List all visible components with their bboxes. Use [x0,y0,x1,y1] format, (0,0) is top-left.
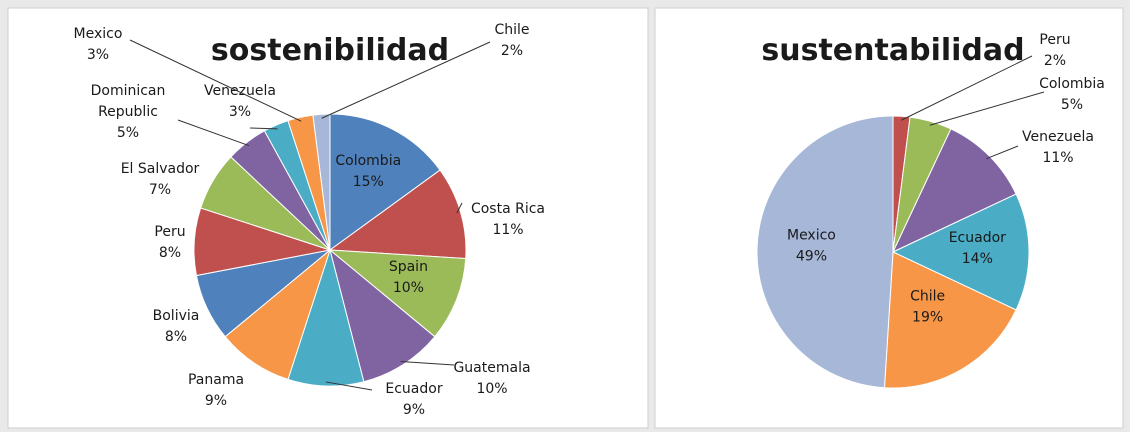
leader-line-ecuador [325,381,373,391]
leader-line-chile [321,41,491,119]
pie-slice-ecuador [891,193,1030,311]
pie-slice-colombia [329,113,441,251]
data-label-mexico: Mexico 49% [787,227,836,264]
data-label-panama: Panama 9% [188,372,244,409]
data-label-mexico: Mexico 3% [74,26,123,63]
data-label-el-salvador: El Salvador 7% [121,161,200,198]
data-label-ecuador: Ecuador 14% [949,230,1006,267]
leader-line-dominican-republic [177,119,250,147]
pie-sustentabilidad: Peru 2% Colombia 5% Venezuela 11% Ecuador 14%Ch… [756,32,1105,389]
pie-slice-chile [883,251,1017,389]
leader-line-venezuela [249,127,278,130]
pie-slices [193,113,467,387]
data-label-venezuela: Venezuela 11% [1022,129,1094,166]
leader-line-costa-rica [456,202,463,214]
pie-slice-venezuela [891,128,1017,254]
leader-line-colombia [929,91,1045,126]
chart-sostenibilidad: sostenibilidad Colombia 15% Costa Rica 11% S… [7,7,649,429]
pie-slices [756,115,1030,389]
data-label-colombia: Colombia 5% [1039,76,1105,113]
data-label-venezuela: Venezuela 3% [204,83,276,120]
pie-sostenibilidad: Colombia 15% Costa Rica 11% Spain 10% Guatemal… [74,22,545,418]
leader-line-mexico [129,39,302,122]
pie-labels: Colombia 15% Costa Rica 11% Spain 10% Guatemal… [74,22,545,418]
pie-labels: Peru 2% Colombia 5% Venezuela 11% Ecuador 14%Ch… [787,32,1105,326]
chart-title: sustentabilidad [761,33,1024,68]
leader-line-guatemala [400,360,455,366]
data-label-ecuador: Ecuador 9% [385,381,442,418]
pie-slice-costa-rica [328,169,467,260]
pie-slice-spain [328,249,467,338]
data-label-peru: Peru 2% [1039,32,1070,69]
data-label-chile: Chile 19% [910,289,945,326]
leader-line-peru [901,55,1033,121]
data-label-costa-rica: Costa Rica 11% [471,201,545,238]
data-label-colombia: Colombia 15% [335,153,401,190]
data-label-bolivia: Bolivia 8% [153,308,200,345]
chart-sustentabilidad: sustentabilidad Peru 2% Colombia 5% Venezuel… [654,7,1124,429]
pie-slice-guatemala [329,248,436,383]
data-label-spain: Spain 10% [389,259,428,296]
leader-line-venezuela [986,145,1019,160]
pie-slice-mexico [756,115,894,389]
data-label-chile: Chile 2% [494,22,529,59]
data-label-guatemala: Guatemala 10% [453,360,530,397]
data-label-peru: Peru 8% [154,224,185,261]
chart-title: sostenibilidad [211,33,449,68]
data-label-dominican-republic: Dominican Republic 5% [91,83,166,141]
